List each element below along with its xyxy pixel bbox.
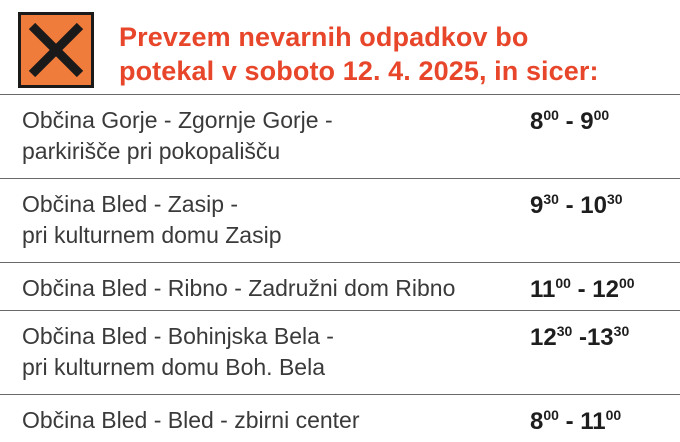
time-separator: - <box>558 108 581 135</box>
schedule-row: Občina Gorje - Zgornje Gorje - parkirišč… <box>0 94 680 178</box>
time-separator: - <box>572 324 587 351</box>
collection-schedule: Občina Gorje - Zgornje Gorje - parkirišč… <box>0 94 680 442</box>
start-minutes: 30 <box>543 191 559 207</box>
end-hour: 10 <box>580 192 607 219</box>
location-line: Občina Gorje - Zgornje Gorje - <box>22 107 333 133</box>
time-range: 1100 - 1200 <box>530 274 635 305</box>
start-minutes: 00 <box>543 107 559 123</box>
time-range: 800 - 900 <box>530 106 609 137</box>
start-minutes: 00 <box>555 275 571 291</box>
location-line: pri kulturnem domu Zasip <box>22 222 282 248</box>
end-minutes: 00 <box>593 107 610 123</box>
end-hour: 12 <box>592 276 619 303</box>
location-line: Občina Bled - Bled - zbirni center <box>22 407 360 433</box>
header: Prevzem nevarnih odpadkov bo potekal v s… <box>0 0 680 94</box>
start-minutes: 30 <box>556 323 573 339</box>
schedule-row: Občina Bled - Ribno - Zadružni dom Ribno… <box>0 262 680 310</box>
location-line: Občina Bled - Bohinjska Bela - <box>22 323 334 349</box>
schedule-row: Občina Bled - Zasip - pri kulturnem domu… <box>0 178 680 262</box>
title-line: Prevzem nevarnih odpadkov bo <box>119 22 529 52</box>
time-range: 800 - 1100 <box>530 406 621 437</box>
start-hour: 8 <box>530 108 544 135</box>
location: Občina Bled - Zasip - pri kulturnem domu… <box>22 189 502 251</box>
start-hour: 12 <box>530 324 557 351</box>
end-minutes: 30 <box>613 323 630 339</box>
location-line: parkirišče pri pokopališču <box>22 138 281 164</box>
harmful-hazard-x-icon <box>18 12 94 88</box>
location: Občina Gorje - Zgornje Gorje - parkirišč… <box>22 105 502 167</box>
time-range: 1230 -1330 <box>530 322 629 353</box>
end-hour: 11 <box>580 408 606 435</box>
start-hour: 11 <box>530 276 556 303</box>
time-separator: - <box>558 408 581 435</box>
time-separator: - <box>558 192 581 219</box>
time-separator: - <box>570 276 593 303</box>
location-line: Občina Bled - Ribno - Zadružni dom Ribno <box>22 275 456 301</box>
end-minutes: 30 <box>606 191 623 207</box>
end-minutes: 00 <box>618 275 635 291</box>
end-hour: 9 <box>580 108 594 135</box>
start-hour: 9 <box>530 192 544 219</box>
schedule-row: Občina Bled - Bohinjska Bela - pri kultu… <box>0 310 680 394</box>
title-line: potekal v soboto 12. 4. 2025, in sicer: <box>119 56 599 86</box>
start-hour: 8 <box>530 408 544 435</box>
end-minutes: 00 <box>605 407 622 423</box>
start-minutes: 00 <box>543 407 559 423</box>
end-hour: 13 <box>586 324 614 351</box>
time-range: 930 - 1030 <box>530 190 623 221</box>
location: Občina Bled - Bohinjska Bela - pri kultu… <box>22 321 502 383</box>
location-line: Občina Bled - Zasip - <box>22 191 239 217</box>
schedule-row: Občina Bled - Bled - zbirni center 800 -… <box>0 394 680 442</box>
location: Občina Bled - Ribno - Zadružni dom Ribno <box>22 273 502 304</box>
location-line: pri kulturnem domu Boh. Bela <box>22 354 325 380</box>
page-title: Prevzem nevarnih odpadkov bo potekal v s… <box>119 20 674 88</box>
location: Občina Bled - Bled - zbirni center <box>22 405 502 436</box>
